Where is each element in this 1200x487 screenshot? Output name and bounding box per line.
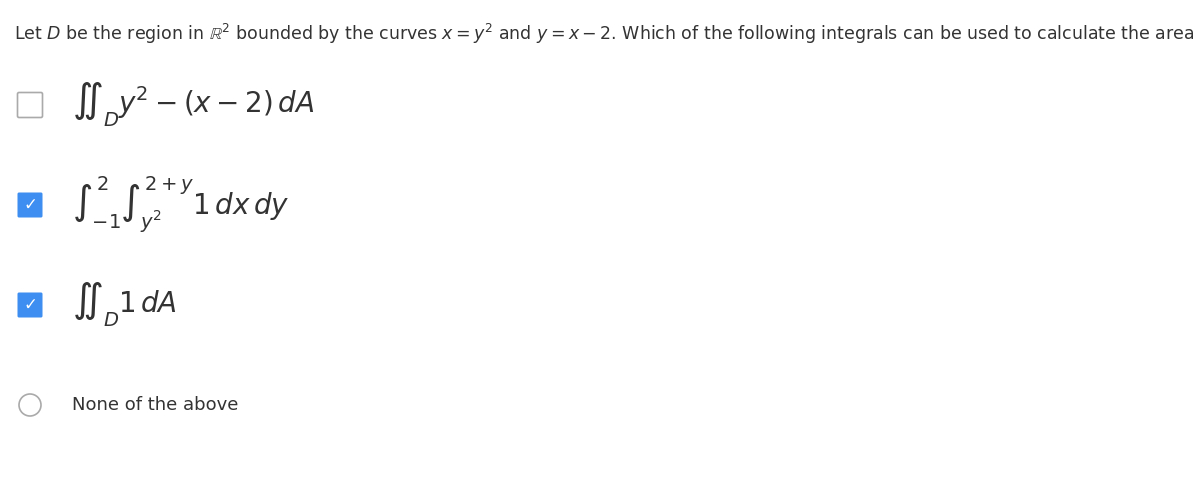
Text: None of the above: None of the above <box>72 396 239 414</box>
FancyBboxPatch shape <box>18 293 42 318</box>
Circle shape <box>19 394 41 416</box>
Text: $\iint_D 1\, dA$: $\iint_D 1\, dA$ <box>72 281 178 329</box>
Text: $\int_{-1}^{2} \int_{y^2}^{2+y} 1\, dx\, dy$: $\int_{-1}^{2} \int_{y^2}^{2+y} 1\, dx\,… <box>72 175 289 235</box>
FancyBboxPatch shape <box>18 192 42 218</box>
Text: Let $D$ be the region in $\mathbb{R}^2$ bounded by the curves $x = y^2$ and $y =: Let $D$ be the region in $\mathbb{R}^2$ … <box>14 22 1200 46</box>
Text: $\iint_D y^2 - (x-2)\, dA$: $\iint_D y^2 - (x-2)\, dA$ <box>72 81 314 129</box>
FancyBboxPatch shape <box>18 93 42 117</box>
Text: ✓: ✓ <box>23 196 37 214</box>
Text: ✓: ✓ <box>23 296 37 314</box>
